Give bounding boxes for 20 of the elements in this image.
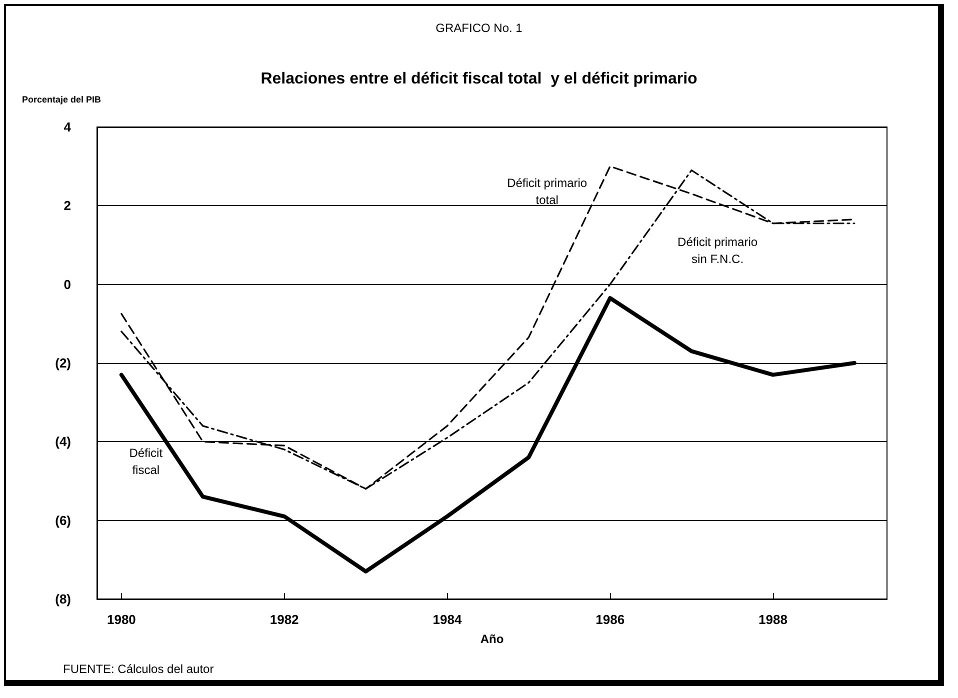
x-tick-label: 1984 <box>432 612 462 627</box>
x-tick-label: 1982 <box>270 612 299 627</box>
y-tick-label: (2) <box>55 356 71 370</box>
chart-title: Relaciones entre el déficit fiscal total y el déficit primario <box>260 70 698 88</box>
source-note: FUENTE: Cálculos del autor <box>63 662 214 676</box>
x-tick-label: 1988 <box>758 612 788 627</box>
y-tick-label: 0 <box>64 276 71 292</box>
y-tick-label: (8) <box>55 592 71 606</box>
x-tick-label: 1980 <box>106 612 136 627</box>
series-label: Déficit primario sin F.N.C. <box>678 234 758 266</box>
series-label: Déficit primario total <box>507 176 588 207</box>
y-tick-label: 2 <box>64 198 71 214</box>
series-label: Déficit fiscal <box>129 446 164 478</box>
y-tick-label: 4 <box>64 120 72 134</box>
y-tick-label: (4) <box>55 434 71 450</box>
y-tick-label: (6) <box>55 512 71 528</box>
x-tick-label: 1986 <box>596 612 625 627</box>
y-axis-title: Porcentaje del PIB <box>22 94 102 104</box>
chart-subtitle: GRAFICO No. 1 <box>436 21 523 35</box>
x-axis-title: Año <box>480 632 504 646</box>
